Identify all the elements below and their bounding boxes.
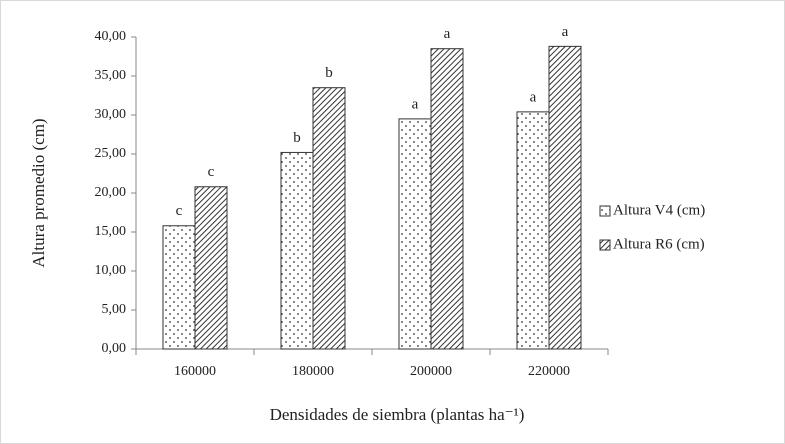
- significance-letter: a: [562, 24, 569, 40]
- y-tick-label: 5,00: [102, 302, 127, 317]
- bar: [280, 151, 314, 350]
- y-tick-label: 25,00: [95, 146, 127, 161]
- significance-letter: a: [530, 89, 537, 105]
- significance-letter: b: [325, 65, 333, 81]
- y-axis-label: Altura promedio (cm): [29, 118, 48, 267]
- y-tick-label: 20,00: [95, 185, 127, 200]
- y-tick-label: 30,00: [95, 107, 127, 122]
- bar: [398, 118, 432, 350]
- x-tick-label: 200000: [410, 364, 452, 379]
- significance-letter: b: [293, 130, 301, 146]
- bar: [194, 186, 228, 350]
- bar: [312, 87, 346, 350]
- bar: [430, 48, 464, 350]
- x-tick-label: 220000: [528, 364, 570, 379]
- x-tick-label: 180000: [292, 364, 334, 379]
- bar: [162, 225, 196, 350]
- legend-label: Altura R6 (cm): [613, 236, 705, 252]
- y-tick-label: 0,00: [102, 341, 127, 356]
- x-axis-label: Densidades de siembra (plantas ha⁻¹): [270, 405, 525, 424]
- y-tick-label: 40,00: [95, 29, 127, 44]
- y-tick-label: 10,00: [95, 263, 127, 278]
- significance-letter: c: [176, 203, 183, 219]
- legend-swatch: [599, 239, 611, 251]
- significance-letter: c: [208, 164, 215, 180]
- legend-swatch: [599, 205, 611, 217]
- legend-label: Altura V4 (cm): [613, 202, 705, 218]
- significance-letter: a: [412, 96, 419, 112]
- bar: [516, 111, 550, 350]
- x-tick-label: 160000: [174, 364, 216, 379]
- bar: [548, 45, 582, 350]
- y-tick-label: 15,00: [95, 224, 127, 239]
- significance-letter: a: [444, 26, 451, 42]
- y-tick-label: 35,00: [95, 68, 127, 83]
